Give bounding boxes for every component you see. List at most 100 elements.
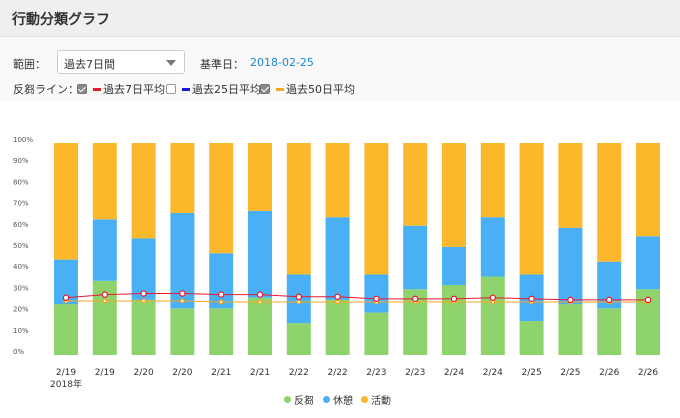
avg7-checkbox[interactable] xyxy=(77,84,87,94)
range-select-value: 過去7日間 xyxy=(64,58,115,71)
avg50-point xyxy=(179,298,185,304)
x-tick-label: 2/19 xyxy=(56,368,76,378)
bar-segment xyxy=(325,217,350,300)
bar-segment xyxy=(364,143,389,275)
bar-segment xyxy=(54,304,78,355)
avg7-point xyxy=(606,296,613,304)
avg7-point xyxy=(256,291,264,298)
legend-marker-activity xyxy=(361,396,368,403)
bar-segment xyxy=(519,321,544,355)
avg7-swatch xyxy=(93,88,101,91)
bar-segment xyxy=(131,299,156,355)
avg25-checkbox[interactable] xyxy=(166,84,176,94)
y-tick-label: 30% xyxy=(13,284,29,292)
x-tick-label: 2/25 xyxy=(560,368,580,378)
y-tick-label: 40% xyxy=(13,263,29,271)
x-tick-label: 2/22 xyxy=(289,368,309,378)
y-tick-label: 90% xyxy=(13,157,29,165)
bar-segment xyxy=(248,143,272,211)
avg7-point xyxy=(644,296,652,304)
bar-segment xyxy=(248,210,272,298)
avg7-point xyxy=(62,294,70,301)
bar-segment xyxy=(325,299,350,355)
x-tick-label: 2/19 xyxy=(95,368,115,378)
y-tick-label: 70% xyxy=(13,200,29,208)
avg7-point xyxy=(489,294,496,301)
x-tick-label: 2/23 xyxy=(366,368,386,378)
bar-segment xyxy=(209,253,234,309)
bar-segment xyxy=(442,143,466,247)
rumination-line-label: 反芻ライン： xyxy=(13,83,79,96)
bar-segment xyxy=(92,143,117,220)
avg25-label: 過去25日平均 xyxy=(192,83,261,96)
bar-segment xyxy=(442,246,466,286)
x-tick-label: 2/20 xyxy=(172,368,192,378)
bar-segment xyxy=(286,323,311,355)
legend-rumination[interactable]: 反芻 xyxy=(294,396,314,407)
bar-segment xyxy=(325,143,350,218)
bar-segment xyxy=(209,308,234,355)
bar-segment xyxy=(597,308,622,355)
avg7-label: 過去7日平均 xyxy=(103,83,165,96)
avg7-point xyxy=(217,291,225,298)
bar-segment xyxy=(636,143,660,237)
base-date-label: 基準日： xyxy=(200,58,244,71)
bar-segment xyxy=(131,143,156,239)
x-tick-label: 2/26 xyxy=(599,368,619,378)
x-tick-label: 2/26 xyxy=(638,368,658,378)
legend-rest[interactable]: 休憩 xyxy=(333,396,353,407)
bar-segment xyxy=(519,143,544,275)
x-tick-label: 2/24 xyxy=(444,368,464,378)
bar-segment xyxy=(403,143,428,226)
x-tick-label: 2/23 xyxy=(405,368,425,378)
legend-activity[interactable]: 活動 xyxy=(371,396,391,407)
y-tick-label: 10% xyxy=(13,327,29,335)
bar-segment xyxy=(170,308,195,355)
avg50-line xyxy=(66,300,648,303)
avg25-swatch xyxy=(182,88,190,91)
avg50-point xyxy=(218,299,224,305)
avg7-point xyxy=(373,295,380,303)
bar-segment xyxy=(403,225,428,290)
x-tick-label: 2/24 xyxy=(483,368,503,378)
x-tick-label: 2/20 xyxy=(133,368,153,378)
x-tick-label: 2/25 xyxy=(521,368,541,378)
x-tick-label: 2/21 xyxy=(211,368,231,378)
bar-segment xyxy=(480,217,505,277)
x-tick-label: 2/21 xyxy=(250,368,270,378)
y-tick-label: 60% xyxy=(13,221,29,229)
base-date-value[interactable]: 2018-02-25 xyxy=(250,56,314,69)
avg7-point xyxy=(528,295,535,303)
avg50-point xyxy=(296,299,302,305)
avg7-point xyxy=(450,295,458,303)
avg50-checkbox[interactable] xyxy=(260,84,270,94)
bar-segment xyxy=(442,285,466,355)
bar-segment xyxy=(209,143,234,254)
chevron-down-icon xyxy=(166,60,176,66)
page-title: 行動分類グラフ xyxy=(12,12,110,28)
bar-segment xyxy=(248,297,272,355)
avg7-point xyxy=(101,291,109,298)
y-tick-label: 0% xyxy=(13,348,24,356)
y-tick-label: 100% xyxy=(13,136,33,144)
avg7-point xyxy=(412,295,419,303)
bar-segment xyxy=(170,143,195,213)
avg50-swatch xyxy=(276,88,284,91)
range-select[interactable]: 過去7日間 xyxy=(57,50,185,74)
avg7-point xyxy=(567,296,574,304)
legend-marker-rumination xyxy=(284,396,291,403)
avg50-point xyxy=(102,298,108,304)
avg7-line xyxy=(65,293,648,301)
avg50-point xyxy=(335,299,341,305)
bar-segment xyxy=(597,143,622,262)
range-label: 範囲： xyxy=(13,58,46,71)
x-tick-label: 2/22 xyxy=(327,368,347,378)
avg50-point xyxy=(141,298,147,304)
title-bar: 行動分類グラフ xyxy=(0,0,680,37)
avg7-point xyxy=(179,290,186,297)
bar-segment xyxy=(54,143,78,260)
avg7-point xyxy=(140,290,147,297)
bar-segment xyxy=(558,143,583,228)
bar-segment xyxy=(364,312,389,355)
